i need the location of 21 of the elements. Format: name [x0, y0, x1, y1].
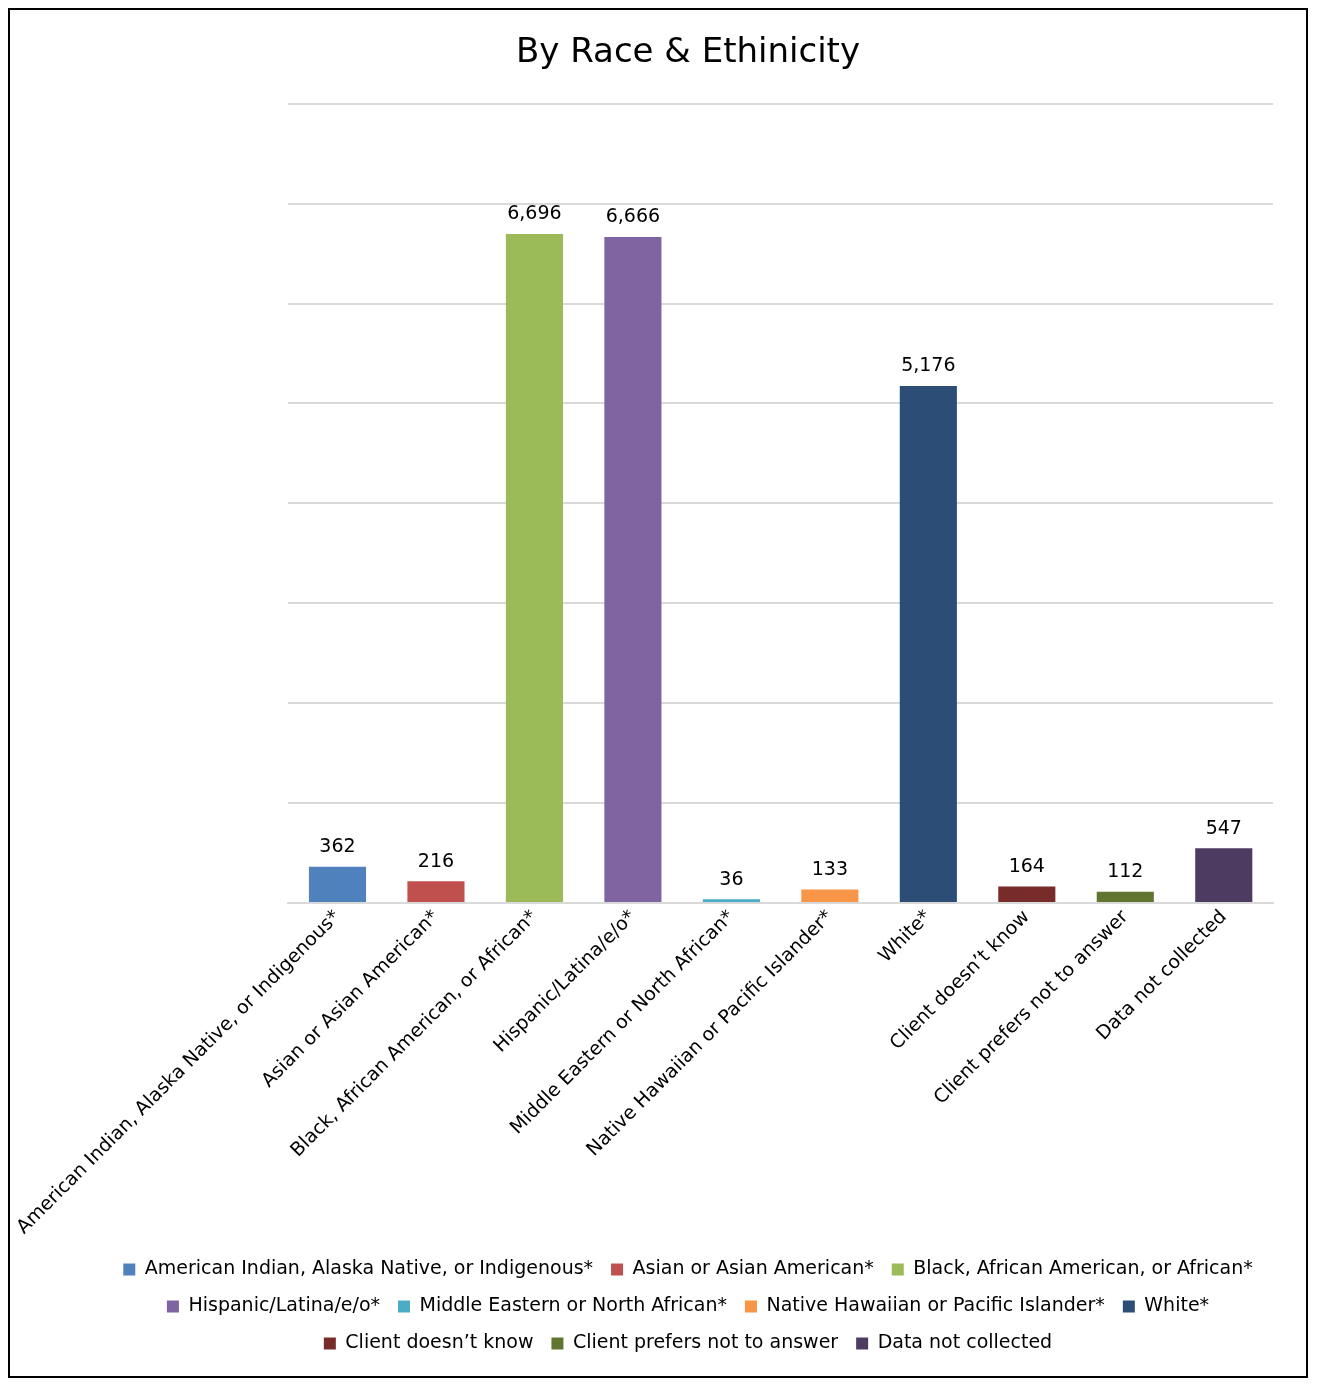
- legend-label: Hispanic/Latina/e/o*: [188, 1293, 381, 1316]
- legend-label: Data not collected: [877, 1330, 1053, 1353]
- chart-title: By Race & Ethinicity: [515, 30, 861, 71]
- legend-label: Middle Eastern or North African*: [419, 1293, 727, 1316]
- legend-label: Native Hawaiian or Pacific Islander*: [766, 1293, 1105, 1316]
- data-label: 112: [1107, 859, 1144, 882]
- data-label: 164: [1008, 853, 1045, 876]
- legend-label: Client prefers not to answer: [572, 1330, 839, 1353]
- data-label: 5,176: [901, 353, 956, 376]
- legend-label: Client doesn’t know: [345, 1330, 534, 1353]
- data-label: 216: [417, 848, 455, 871]
- legend-label: Asian or Asian American*: [632, 1256, 874, 1279]
- data-label: 133: [811, 857, 848, 880]
- legend-label: Black, African American, or African*: [913, 1256, 1253, 1279]
- data-label: 6,666: [605, 204, 661, 227]
- data-label: 36: [719, 866, 744, 889]
- legend-label: American Indian, Alaska Native, or Indigenous*: [144, 1256, 594, 1279]
- data-label: 547: [1205, 815, 1242, 838]
- data-label: 362: [319, 834, 356, 857]
- legend-label: White*: [1144, 1293, 1210, 1316]
- data-label: 6,696: [507, 201, 562, 224]
